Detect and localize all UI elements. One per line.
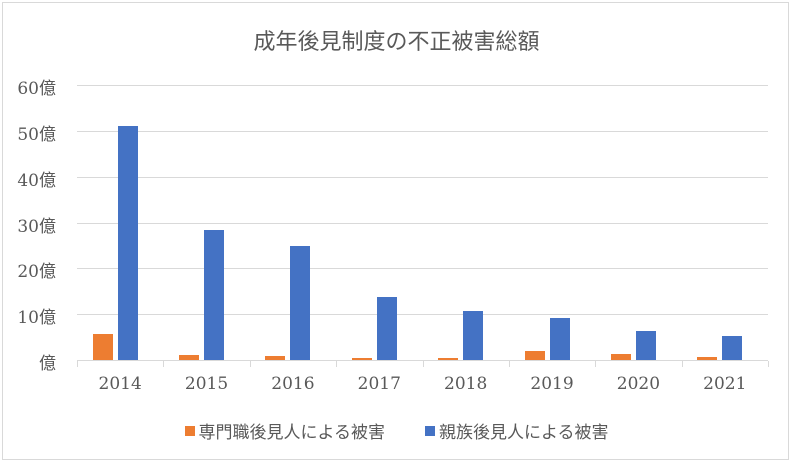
x-tick-label: 2021 (703, 374, 747, 394)
bar-professional-2018 (438, 357, 459, 360)
bar-family-2015 (204, 229, 225, 360)
x-tick-label: 2014 (98, 374, 142, 394)
x-tick (336, 361, 338, 367)
chart-frame (2, 2, 789, 460)
gridline (77, 130, 768, 132)
bar-professional-2021 (697, 356, 718, 360)
bar-professional-2020 (610, 354, 631, 360)
x-tick (163, 361, 165, 367)
y-tick-label: 40億 (17, 170, 56, 191)
gridline (77, 222, 768, 224)
bar-professional-2017 (351, 357, 372, 360)
y-tick-label: 30億 (17, 216, 56, 237)
bar-professional-2015 (179, 354, 200, 360)
x-tick-label: 2015 (184, 374, 229, 394)
x-tick (768, 361, 769, 367)
legend-swatch-icon (425, 425, 435, 436)
legend-label: 専門職後見人による被害 (198, 423, 386, 443)
gridline (77, 268, 768, 270)
x-tick (422, 361, 424, 367)
gridline (77, 85, 768, 86)
y-tick-label: 20億 (17, 262, 56, 283)
x-tick (595, 361, 597, 367)
chart-title: 成年後見制度の不正被害総額 (253, 30, 540, 55)
y-tick-label: 億 (39, 354, 56, 374)
legend-swatch-icon (184, 425, 195, 436)
bar-professional-2019 (524, 350, 545, 360)
x-tick (77, 361, 78, 367)
bar-family-2018 (463, 310, 484, 360)
bar-family-2020 (635, 331, 656, 360)
x-tick-label: 2017 (357, 374, 401, 394)
legend-label: 親族後見人による被害 (439, 423, 609, 443)
bar-family-2014 (117, 125, 138, 360)
x-axis-line (77, 360, 768, 361)
bar-family-2021 (722, 336, 743, 360)
gridline (77, 314, 768, 316)
x-tick (681, 361, 683, 367)
gridline (77, 176, 768, 178)
x-tick-label: 2018 (444, 374, 488, 394)
bar-professional-2014 (92, 334, 113, 360)
x-tick-label: 2019 (530, 374, 574, 394)
y-tick-label: 50億 (17, 124, 56, 145)
x-tick-label: 2020 (616, 374, 661, 394)
x-tick (508, 361, 510, 367)
legend-item-professional[interactable]: 専門職後見人による被害 (184, 418, 386, 443)
plot-area (77, 85, 769, 367)
y-tick-label: 10億 (17, 308, 56, 329)
bar-family-2017 (376, 296, 397, 360)
y-tick-label: 60億 (17, 79, 56, 99)
bar-family-2019 (549, 317, 570, 360)
x-tick (249, 361, 251, 367)
bar-family-2016 (290, 245, 311, 360)
bar-professional-2016 (265, 355, 286, 360)
x-tick-label: 2016 (271, 374, 315, 394)
legend-item-family[interactable]: 親族後見人による被害 (425, 418, 609, 443)
legend: 専門職後見人による被害 親族後見人による被害 (0, 418, 793, 443)
